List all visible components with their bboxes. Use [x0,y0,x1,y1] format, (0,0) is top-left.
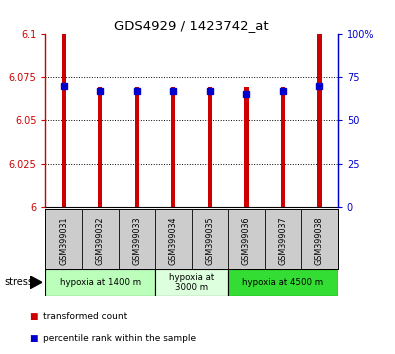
Bar [244,87,248,207]
Bar [317,34,322,207]
Bar [208,87,212,207]
Text: hypoxia at 4500 m: hypoxia at 4500 m [243,278,324,287]
Polygon shape [30,276,42,289]
Text: percentile rank within the sample: percentile rank within the sample [43,333,196,343]
Bar [45,269,155,296]
Title: GDS4929 / 1423742_at: GDS4929 / 1423742_at [114,19,269,33]
Text: GSM399038: GSM399038 [315,216,324,264]
Text: GSM399036: GSM399036 [242,216,251,264]
Text: GSM399037: GSM399037 [278,216,288,265]
Bar [281,87,285,207]
Text: GSM399031: GSM399031 [59,216,68,264]
Text: GSM399033: GSM399033 [132,216,141,264]
Text: ■: ■ [30,312,38,321]
Text: ■: ■ [30,333,38,343]
Text: GSM399032: GSM399032 [96,216,105,265]
Bar [228,269,338,296]
Text: hypoxia at
3000 m: hypoxia at 3000 m [169,273,214,292]
Bar [62,34,66,207]
Text: transformed count: transformed count [43,312,127,321]
Bar [98,87,102,207]
Bar [155,269,228,296]
Text: GSM399035: GSM399035 [205,216,214,265]
Bar [135,87,139,207]
Text: GSM399034: GSM399034 [169,216,178,264]
Text: hypoxia at 1400 m: hypoxia at 1400 m [60,278,141,287]
Text: stress: stress [5,277,34,287]
Bar [171,87,175,207]
